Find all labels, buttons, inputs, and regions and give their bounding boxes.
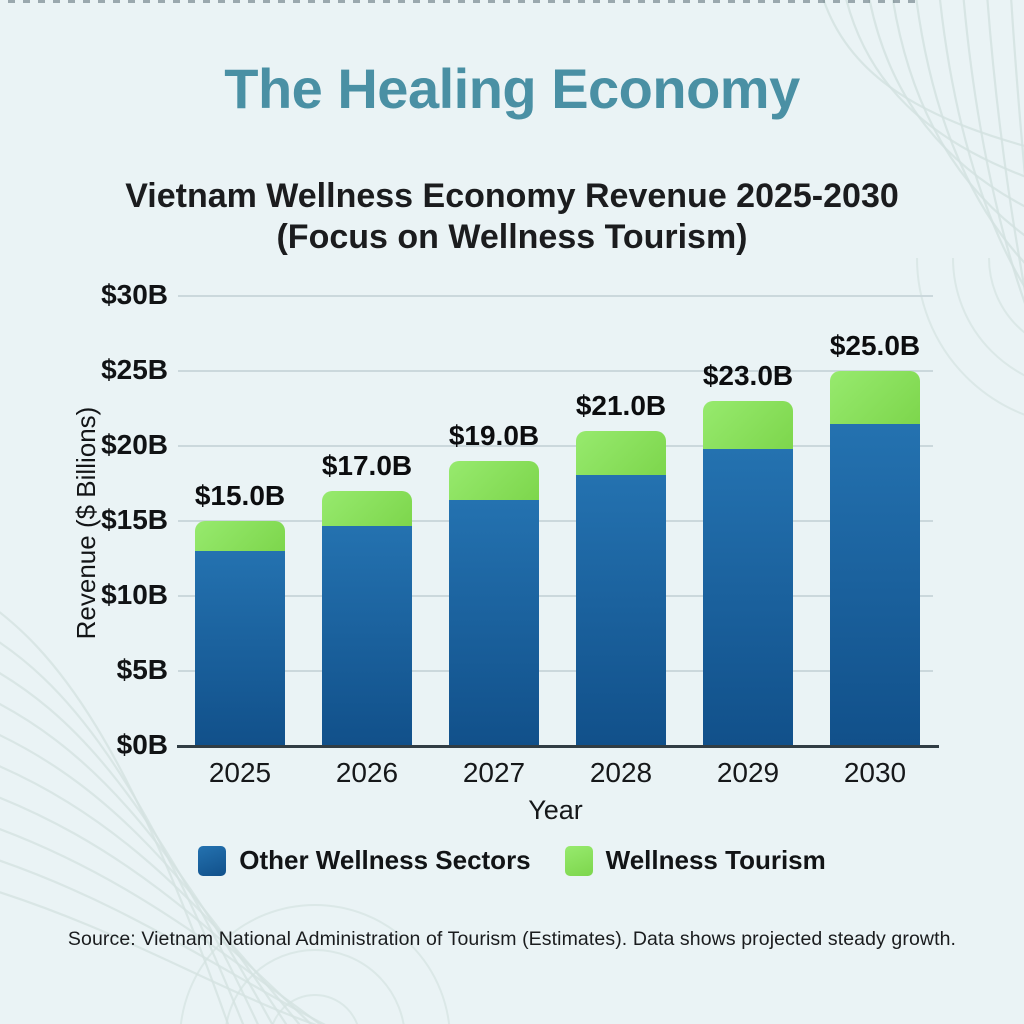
bar-total-label: $17.0B (321, 450, 413, 481)
y-tick-label: $25B (101, 354, 168, 385)
y-tick-label: $10B (101, 579, 168, 610)
legend-label: Other Wellness Sectors (239, 845, 531, 875)
gridline (178, 670, 933, 672)
bar-segment-other-wellness-sectors (576, 474, 666, 746)
x-tick-label: 2027 (462, 757, 526, 788)
legend-item: Wellness Tourism (564, 845, 826, 876)
bar-segment-wellness-tourism (195, 521, 285, 551)
gridline (178, 595, 933, 597)
bar-total-label: $21.0B (575, 390, 667, 421)
gridline (178, 445, 933, 447)
bar-segment-wellness-tourism (576, 431, 666, 475)
bar-total-label: $19.0B (448, 420, 540, 451)
y-tick-label: $30B (101, 279, 168, 310)
chart-title: Vietnam Wellness Economy Revenue 2025-20… (0, 176, 1024, 258)
y-tick-label: $15B (101, 504, 168, 535)
gridline (178, 295, 933, 297)
x-axis-title: Year (528, 795, 583, 825)
legend-swatch-icon (198, 845, 227, 876)
y-tick-label: $5B (116, 654, 168, 685)
bar-total-label: $15.0B (194, 480, 286, 511)
bar-segment-other-wellness-sectors (449, 500, 539, 746)
gridline (178, 520, 933, 522)
legend: Other Wellness Sectors Wellness Tourism (0, 845, 1024, 876)
x-axis-line (177, 745, 939, 748)
gridline (178, 370, 933, 372)
y-tick-label: $20B (101, 429, 168, 460)
bar-segment-other-wellness-sectors (703, 449, 793, 746)
bar-segment-other-wellness-sectors (830, 423, 920, 746)
bar-segment-wellness-tourism (322, 491, 412, 526)
legend-swatch-icon (564, 845, 593, 876)
x-tick-label: 2025 (208, 757, 272, 788)
bar-segment-other-wellness-sectors (195, 551, 285, 746)
chart-title-line1: Vietnam Wellness Economy Revenue 2025-20… (125, 177, 899, 215)
x-tick-label: 2026 (335, 757, 399, 788)
y-tick-label: $0B (116, 729, 168, 760)
chart-title-line2: (Focus on Wellness Tourism) (276, 218, 748, 256)
x-tick-label: 2028 (589, 757, 653, 788)
legend-item: Other Wellness Sectors (198, 845, 531, 876)
bar-segment-wellness-tourism (449, 461, 539, 500)
legend-label: Wellness Tourism (605, 845, 826, 875)
bar-segment-wellness-tourism (830, 371, 920, 424)
x-tick-label: 2030 (843, 757, 907, 788)
bar-total-label: $25.0B (829, 330, 921, 361)
bar-segment-other-wellness-sectors (322, 525, 412, 746)
bar-total-label: $23.0B (702, 360, 794, 391)
x-tick-label: 2029 (716, 757, 780, 788)
source-note: Source: Vietnam National Administration … (67, 928, 957, 950)
cropped-text-artifact (8, 0, 920, 3)
bar-segment-wellness-tourism (703, 401, 793, 449)
page-title: The Healing Economy (224, 57, 800, 120)
